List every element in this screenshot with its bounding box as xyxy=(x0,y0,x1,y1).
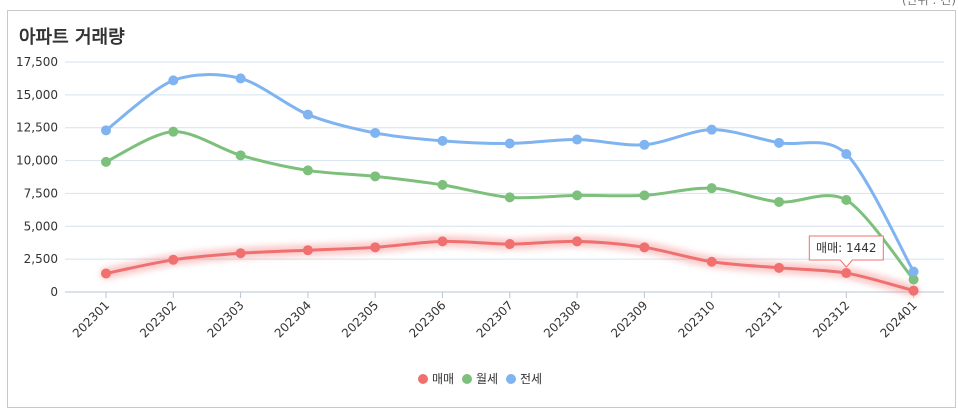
data-point[interactable] xyxy=(572,236,583,247)
x-tick-label: 202306 xyxy=(406,298,448,340)
chart-title: 아파트 거래량 xyxy=(19,27,125,48)
data-point[interactable] xyxy=(504,192,515,203)
x-tick-label: 202309 xyxy=(608,298,650,340)
x-tick-label: 202303 xyxy=(204,298,246,340)
y-tick-label: 5,000 xyxy=(24,219,58,233)
series-group xyxy=(100,73,920,297)
data-point[interactable] xyxy=(841,149,852,159)
data-point[interactable] xyxy=(302,245,313,256)
data-point[interactable] xyxy=(774,137,784,148)
legend-item[interactable]: 매매 xyxy=(418,372,454,386)
data-point[interactable] xyxy=(706,124,717,135)
x-tick-label: 202302 xyxy=(137,298,179,340)
data-point[interactable] xyxy=(370,242,381,253)
x-tick-label: 202304 xyxy=(272,298,314,340)
data-point[interactable] xyxy=(437,179,448,190)
data-point[interactable] xyxy=(504,138,515,149)
legend-label: 매매 xyxy=(432,372,454,386)
legend-label: 전세 xyxy=(520,372,542,386)
x-tick-label: 202301 xyxy=(70,298,112,340)
y-tick-label: 15,000 xyxy=(16,88,58,102)
series-3 xyxy=(101,73,919,277)
tooltip-text: 매매: 1442 xyxy=(816,241,876,255)
chart-panel: 아파트 거래량 xyxy=(7,10,956,408)
data-point[interactable] xyxy=(370,127,381,138)
data-point[interactable] xyxy=(908,266,919,277)
data-point[interactable] xyxy=(168,126,179,137)
x-tick-label: 202312 xyxy=(810,298,852,340)
y-tick-label: 0 xyxy=(50,285,58,299)
data-point[interactable] xyxy=(101,156,111,167)
data-point[interactable] xyxy=(774,262,784,273)
tooltip-box xyxy=(808,235,884,268)
data-point[interactable] xyxy=(302,165,313,176)
series-2 xyxy=(101,126,919,285)
legend-item[interactable]: 월세 xyxy=(462,372,498,386)
unit-note: (단위 : 건) xyxy=(901,0,956,7)
data-point[interactable] xyxy=(841,268,852,279)
data-point[interactable] xyxy=(572,134,583,145)
data-point[interactable] xyxy=(908,285,919,296)
data-point[interactable] xyxy=(235,73,246,84)
legend-item[interactable]: 전세 xyxy=(506,372,542,386)
legend: 매매 월세 전세 xyxy=(418,372,542,386)
data-point[interactable] xyxy=(572,190,583,201)
x-tick-label: 202308 xyxy=(541,298,583,340)
data-point[interactable] xyxy=(639,139,650,150)
tooltip: 매매: 1442 xyxy=(808,235,884,268)
data-point[interactable] xyxy=(235,150,246,161)
data-point[interactable] xyxy=(504,239,515,250)
y-tick-label: 2,500 xyxy=(24,252,58,266)
data-point[interactable] xyxy=(841,195,852,205)
legend-marker xyxy=(418,374,428,384)
series-1 xyxy=(100,235,920,297)
data-point[interactable] xyxy=(370,171,381,182)
grid-lines xyxy=(65,61,944,260)
y-tick-label: 7,500 xyxy=(24,186,58,200)
data-point[interactable] xyxy=(168,254,179,265)
data-point[interactable] xyxy=(908,274,919,285)
y-tick-label: 10,000 xyxy=(16,154,58,168)
data-point[interactable] xyxy=(639,242,650,253)
legend-marker xyxy=(506,374,516,384)
data-point[interactable] xyxy=(639,190,650,201)
x-tick-label: 202305 xyxy=(339,298,381,340)
data-point[interactable] xyxy=(302,109,313,120)
y-tick-label: 12,500 xyxy=(16,121,58,135)
legend-marker xyxy=(462,374,472,384)
data-point[interactable] xyxy=(168,75,179,86)
x-tick-label: 202401 xyxy=(877,298,919,340)
data-point[interactable] xyxy=(706,183,717,194)
data-point[interactable] xyxy=(437,236,448,247)
x-tick-label: 202310 xyxy=(676,298,718,340)
y-tick-label: 17,500 xyxy=(16,55,58,69)
data-point[interactable] xyxy=(101,268,111,279)
data-point[interactable] xyxy=(706,256,717,267)
legend-label: 월세 xyxy=(476,372,498,386)
data-point[interactable] xyxy=(235,248,246,259)
x-tick-label: 202307 xyxy=(474,298,516,340)
data-point[interactable] xyxy=(101,125,111,136)
data-point[interactable] xyxy=(437,135,448,146)
data-point[interactable] xyxy=(774,196,784,207)
x-tick-label: 202311 xyxy=(743,298,785,340)
